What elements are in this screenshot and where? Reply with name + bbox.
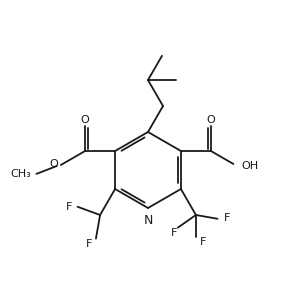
Text: F: F [223,213,230,223]
Text: N: N [143,214,153,227]
Text: O: O [207,115,215,125]
Text: F: F [66,202,73,212]
Text: F: F [200,237,206,247]
Text: OH: OH [242,161,258,171]
Text: CH₃: CH₃ [11,169,31,179]
Text: F: F [171,228,177,238]
Text: O: O [49,159,58,169]
Text: O: O [81,115,89,125]
Text: F: F [86,239,92,249]
